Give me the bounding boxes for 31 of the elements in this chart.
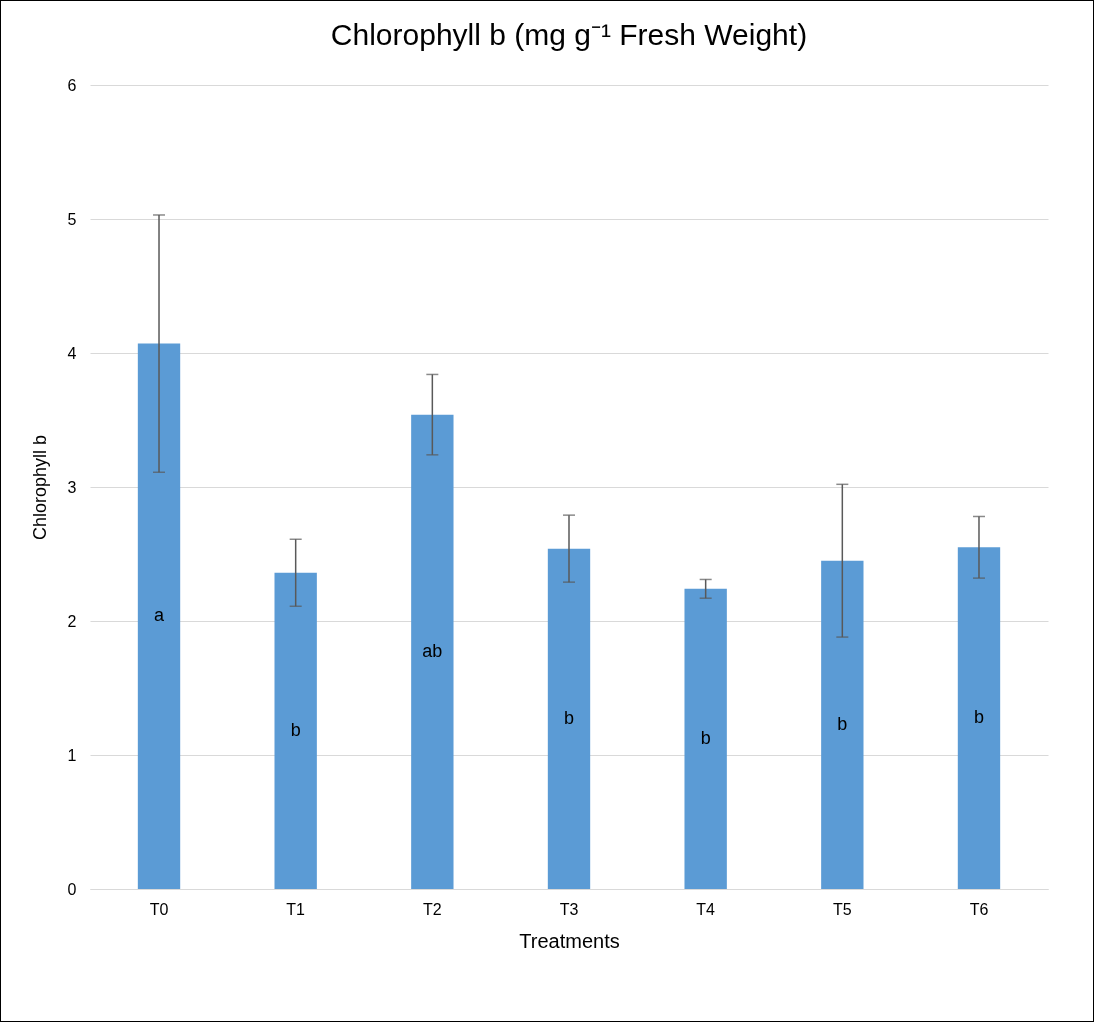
x-tick-label: T6 [969, 900, 989, 918]
bar [411, 414, 454, 889]
x-tick-label: T3 [559, 900, 579, 918]
x-tick-label: T4 [696, 900, 716, 918]
bar [274, 572, 317, 889]
y-tick-label: 5 [67, 210, 77, 228]
x-axis-title: Treatments [519, 929, 620, 952]
annotation: ab [422, 640, 443, 661]
annotation: b [973, 707, 984, 728]
bar [684, 588, 727, 889]
annotation: a [154, 605, 166, 626]
y-axis-title: Chlorophyll b [29, 434, 50, 541]
bar [821, 560, 864, 889]
annotation: b [837, 713, 848, 734]
chart-title: Chlorophyll b (mg g⁻¹ Fresh Weight) [330, 18, 808, 51]
bar [547, 548, 591, 889]
bar [957, 547, 1001, 889]
annotation: b [563, 707, 575, 728]
x-tick-label: T2 [423, 900, 442, 918]
y-tick-label: 1 [67, 746, 77, 764]
x-tick-label: T1 [286, 900, 306, 918]
x-tick-label: T5 [832, 900, 852, 918]
x-tick-label: T0 [149, 900, 169, 918]
y-tick-label: 4 [67, 344, 77, 362]
y-tick-label: 2 [67, 612, 77, 630]
annotation: b [290, 719, 301, 740]
annotation: b [700, 727, 711, 748]
y-tick-label: 6 [67, 76, 77, 94]
y-tick-label: 0 [67, 880, 77, 898]
y-tick-label: 3 [67, 478, 77, 496]
bar [137, 343, 181, 889]
